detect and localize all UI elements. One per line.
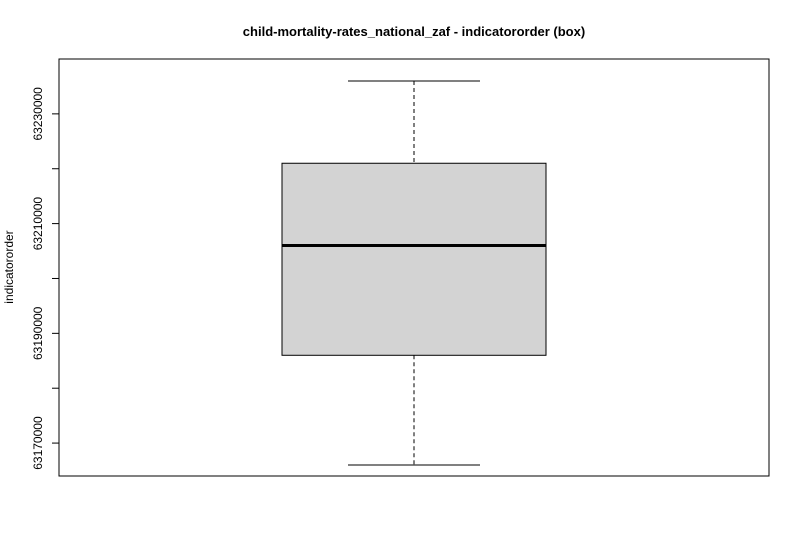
y-tick-label: 63170000 bbox=[31, 416, 45, 470]
box-plot bbox=[281, 80, 547, 466]
y-axis: 63170000 63190000 63210000 63230000 bbox=[31, 87, 60, 470]
y-tick-label: 63210000 bbox=[31, 197, 45, 251]
y-tick-label: 63230000 bbox=[31, 87, 45, 141]
y-axis-label: indicatororder bbox=[2, 230, 16, 303]
interquartile-box bbox=[281, 162, 547, 356]
chart-title: child-mortality-rates_national_zaf - ind… bbox=[243, 24, 585, 39]
y-tick-label: 63190000 bbox=[31, 306, 45, 360]
